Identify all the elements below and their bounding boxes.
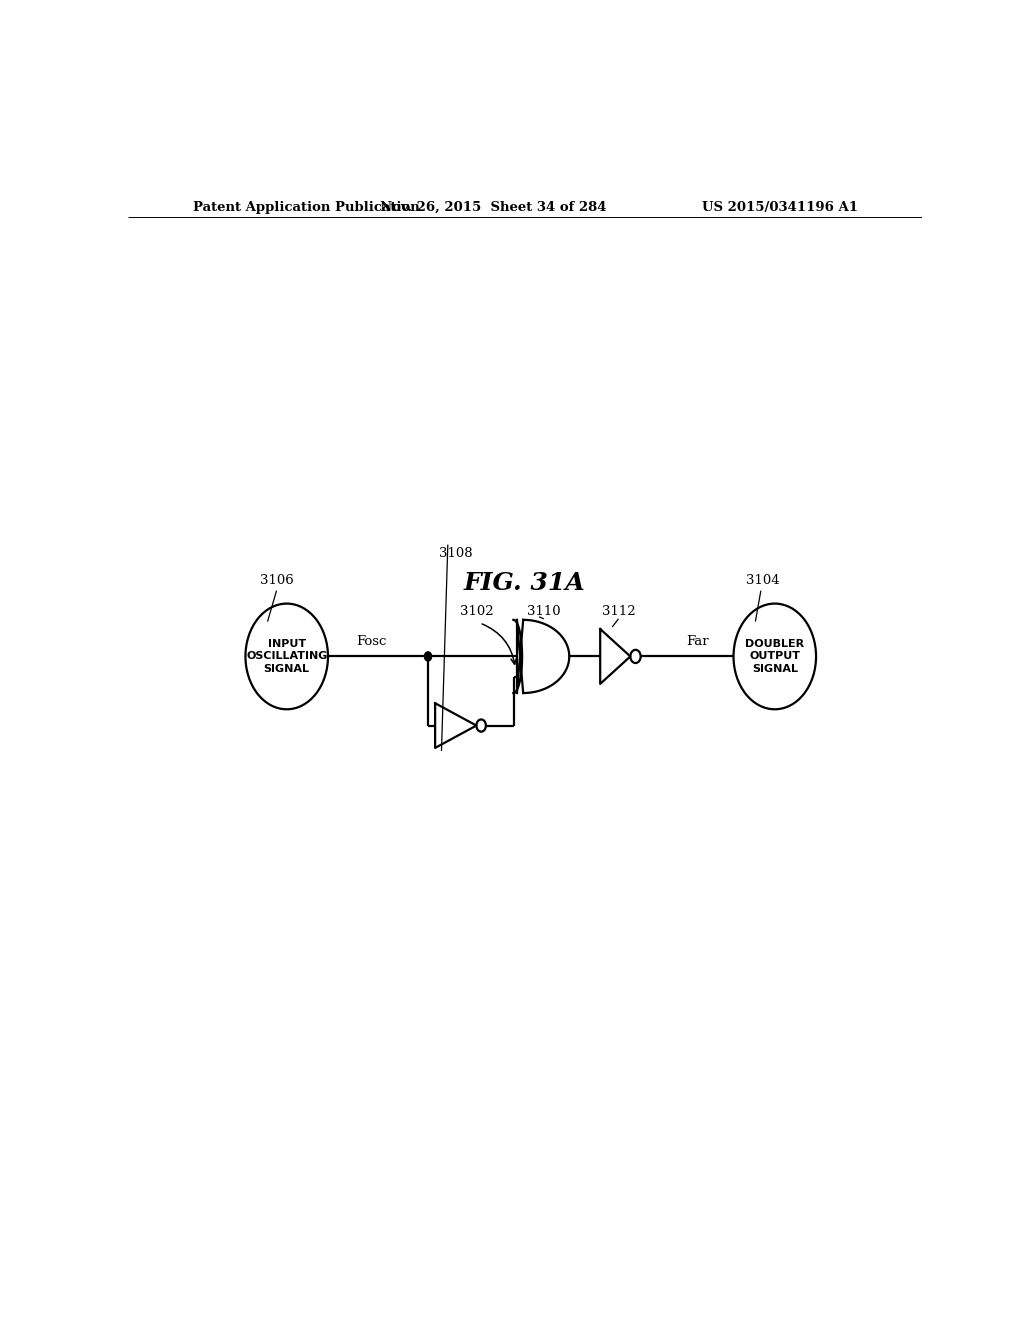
Text: Far: Far	[686, 635, 709, 648]
Text: FIG. 31A: FIG. 31A	[464, 572, 586, 595]
Circle shape	[424, 652, 431, 661]
Text: 3104: 3104	[746, 574, 779, 587]
Text: Fosc: Fosc	[356, 635, 387, 648]
Text: 3102: 3102	[460, 605, 494, 618]
Text: Patent Application Publication: Patent Application Publication	[194, 201, 420, 214]
Text: 3108: 3108	[439, 546, 472, 560]
Text: 3106: 3106	[260, 574, 294, 587]
Text: 3110: 3110	[527, 605, 561, 618]
Text: 3112: 3112	[602, 605, 635, 618]
Text: DOUBLER
OUTPUT
SIGNAL: DOUBLER OUTPUT SIGNAL	[745, 639, 804, 673]
Text: INPUT
OSCILLATING
SIGNAL: INPUT OSCILLATING SIGNAL	[246, 639, 328, 673]
Text: US 2015/0341196 A1: US 2015/0341196 A1	[702, 201, 858, 214]
Text: Nov. 26, 2015  Sheet 34 of 284: Nov. 26, 2015 Sheet 34 of 284	[380, 201, 606, 214]
